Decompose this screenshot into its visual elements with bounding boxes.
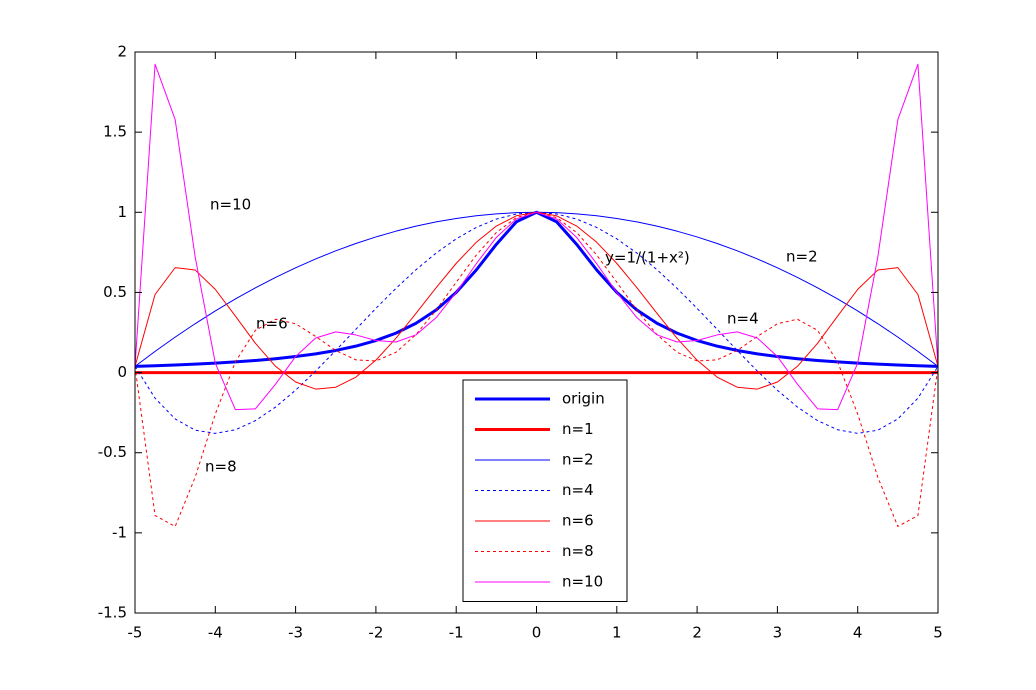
x-tick-label: -4: [208, 624, 223, 642]
legend-label: n=10: [562, 573, 603, 591]
legend-label: n=2: [562, 451, 594, 469]
legend-label: n=8: [562, 542, 594, 560]
x-tick-label: -3: [288, 624, 303, 642]
legend-box: [462, 379, 628, 602]
annotation: n=6: [256, 315, 288, 333]
x-tick-label: 0: [532, 624, 542, 642]
annotation: n=10: [210, 196, 251, 214]
y-tick-label: -1: [112, 523, 127, 541]
x-tick-label: 3: [773, 624, 783, 642]
x-tick-label: 2: [692, 624, 702, 642]
legend-label: n=4: [562, 481, 594, 499]
series-line: [134, 63, 939, 411]
plot-area: [134, 63, 939, 527]
y-tick-label: -1.5: [98, 604, 127, 622]
x-tick-label: 5: [933, 624, 943, 642]
x-tick-label: -1: [449, 624, 464, 642]
y-tick-label: -0.5: [98, 443, 127, 461]
x-tick-label: 4: [853, 624, 863, 642]
annotation: y=1/(1+x²): [605, 249, 690, 267]
y-tick-label: 1.5: [103, 123, 127, 141]
series-line: [134, 211, 939, 434]
legend-label: n=1: [562, 420, 594, 438]
annotation: n=8: [205, 458, 237, 476]
x-tick-label: -2: [368, 624, 383, 642]
y-tick-label: 0: [117, 363, 127, 381]
annotation: n=2: [786, 248, 818, 266]
y-tick-label: 1: [117, 203, 127, 221]
legend-label: n=6: [562, 512, 594, 530]
legend-label: origin: [562, 390, 605, 408]
x-tick-label: 1: [612, 624, 622, 642]
annotation: n=4: [727, 310, 759, 328]
y-tick-label: 0.5: [103, 283, 127, 301]
x-tick-label: -5: [128, 624, 143, 642]
y-tick-label: 2: [117, 43, 127, 61]
